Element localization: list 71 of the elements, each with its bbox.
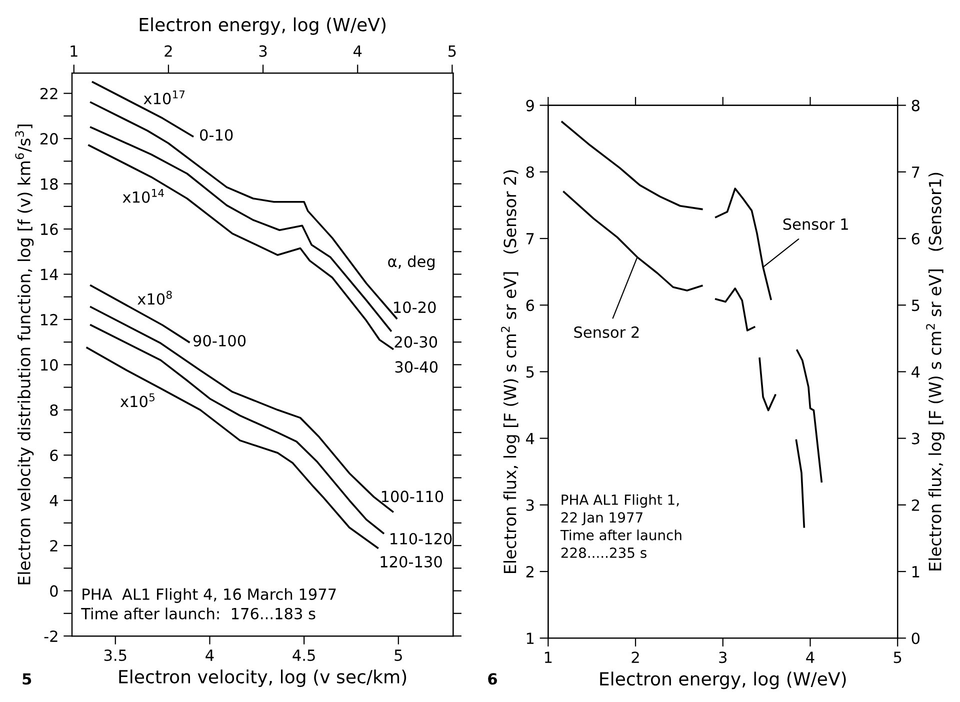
y-tick-label: 5 — [526, 366, 534, 378]
text: 6 — [488, 673, 497, 685]
legend-label: 110-120 — [390, 532, 452, 545]
text: Sensor 2 — [574, 326, 639, 338]
y-tick-label: 4 — [526, 432, 534, 444]
annotation: x10$^{17}$ — [144, 90, 185, 104]
y-tick-label: 22 — [40, 88, 58, 100]
x2-tick-label: 5 — [448, 46, 456, 57]
y2-tick-label: 2 — [912, 499, 919, 511]
annotation: x10$^{8}$ — [138, 290, 172, 305]
x-tick-label: 3.5 — [104, 649, 126, 662]
legend-label: 20-30 — [394, 336, 438, 348]
x2-tick-label: 4 — [353, 46, 362, 57]
y-tick-label: 8 — [526, 166, 534, 178]
y-tick-label: 10 — [41, 359, 58, 371]
series-label: Sensor 1 — [783, 218, 848, 230]
y-tick-label: 7 — [526, 233, 534, 244]
x-tick-label: 2 — [632, 652, 639, 663]
y-axis-title: Electron velocity distribution function, log [f (v) km$^{6}$/s$^{3}$] — [15, 124, 34, 584]
x-axis-title: Electron velocity, log (v sec/km) — [119, 670, 406, 688]
y2-axis-title: Electron flux, log [F (W) s cm$^{2}$ sr eV] (Sensor1) — [926, 172, 945, 570]
x-tick-label: 3 — [719, 652, 727, 664]
y2-tick-label: 7 — [912, 166, 920, 178]
annotation: PHA AL1 Flight 1, 22 Jan 1977 Time after launch 228.....235 s — [560, 494, 682, 558]
x-tick-label: 5 — [394, 650, 402, 662]
y-tick-label: -2 — [44, 630, 58, 642]
y2-tick-label: 3 — [912, 432, 920, 444]
y-tick-label: 3 — [526, 499, 534, 511]
y-tick-label: 6 — [526, 300, 534, 312]
y-tick-label: 2 — [50, 540, 58, 552]
legend-label: 10-20 — [394, 301, 436, 314]
y2-tick-label: 1 — [912, 566, 920, 578]
line-series — [86, 346, 379, 549]
y-tick-label: 20 — [40, 133, 58, 145]
x-tick-label: 4 — [806, 652, 814, 663]
x2-axis-title: Electron energy, log (W/eV) — [140, 17, 386, 35]
y2-tick-label: 6 — [912, 232, 920, 245]
y-tick-label: 1 — [526, 632, 534, 644]
x2-tick-label: 2 — [164, 45, 172, 57]
x-tick-label: 1 — [544, 652, 552, 663]
x2-tick-label: 3 — [259, 45, 267, 57]
series-label: 0-10 — [200, 129, 233, 141]
y2-tick-label: 8 — [912, 100, 920, 112]
y-tick-label: 18 — [41, 178, 58, 190]
y-tick-label: 6 — [50, 450, 58, 462]
annotation: PHA AL1 Flight 4, 16 March 1977 Time after launch: 176...183 s — [81, 588, 336, 620]
legend-label: 120-130 — [380, 556, 442, 568]
y-tick-label: 12 — [41, 314, 58, 326]
x2-tick-label: 1 — [70, 46, 78, 57]
y2-tick-label: 4 — [912, 366, 920, 378]
y2-tick-label: 5 — [912, 300, 920, 312]
legend-title: α, deg — [388, 255, 434, 270]
y-tick-label: 2 — [526, 566, 534, 578]
x-tick-label: 4.5 — [292, 650, 315, 662]
legend-label: 30-40 — [395, 361, 438, 373]
series-label: 90-100 — [193, 334, 246, 347]
x-tick-label: 5 — [894, 652, 902, 664]
legend-label: 100-110 — [382, 490, 444, 502]
y-tick-label: 16 — [41, 223, 58, 236]
y-tick-label: 0 — [50, 585, 58, 597]
annotation: x10$^{5}$ — [120, 393, 154, 408]
y-tick-label: 9 — [526, 100, 534, 112]
y-tick-label: 4 — [50, 495, 58, 506]
x-axis-title: Electron energy, log (W/eV) — [600, 672, 846, 690]
x-tick-label: 4 — [206, 650, 214, 661]
y-tick-label: 8 — [50, 404, 58, 416]
text: 5 — [22, 673, 32, 685]
y-tick-label: 14 — [41, 268, 58, 280]
y2-tick-label: 0 — [912, 632, 920, 644]
y-axis-title: Electron flux, log [F (W) s cm$^{2}$ sr eV] (Sensor 2) — [501, 170, 520, 573]
annotation: x10$^{14}$ — [122, 189, 164, 203]
